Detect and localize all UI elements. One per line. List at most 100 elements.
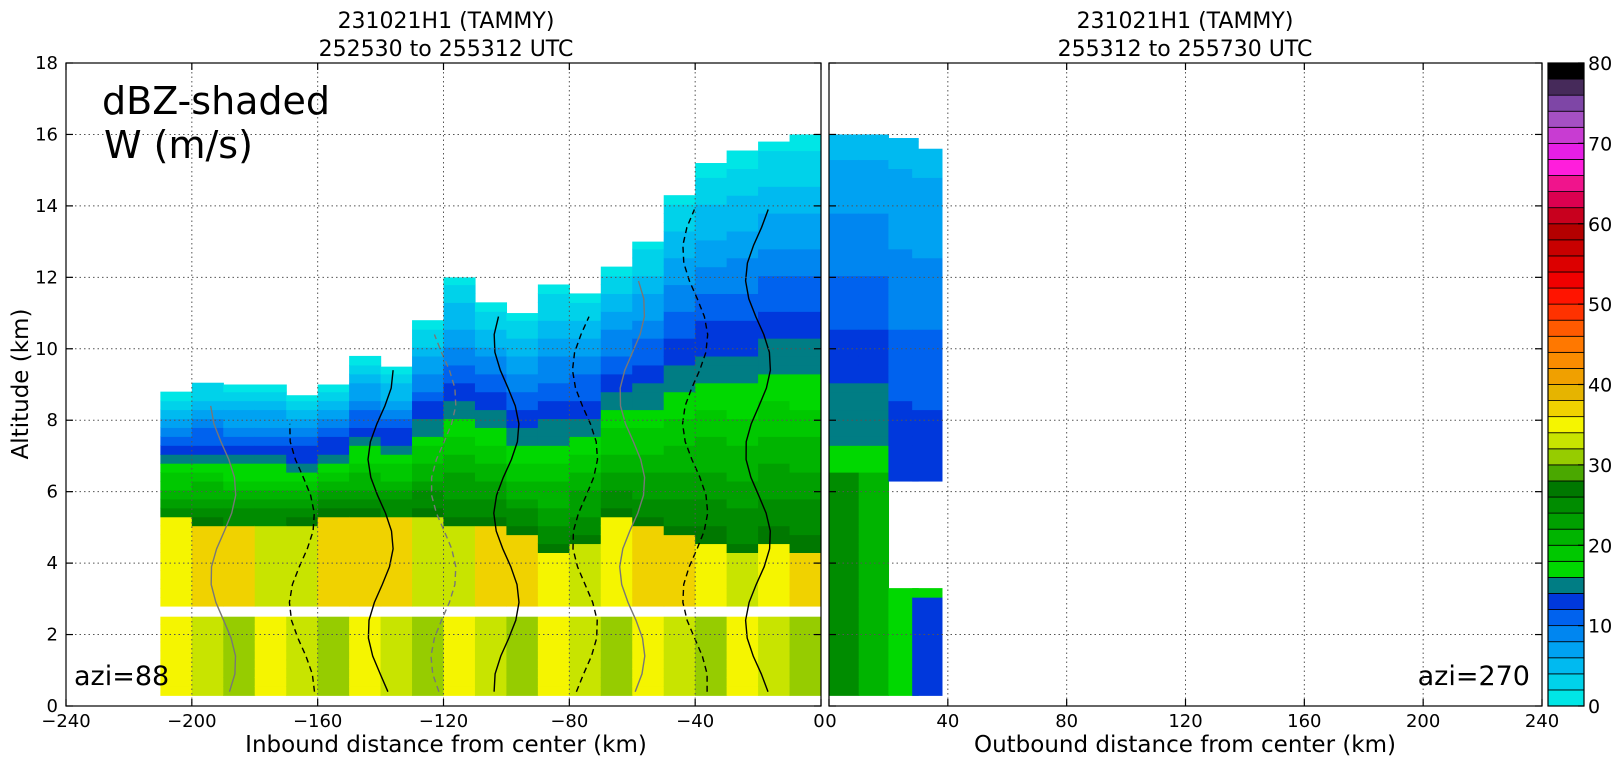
reflectivity-cell <box>223 686 256 696</box>
reflectivity-cell <box>317 650 350 661</box>
reflectivity-cell <box>254 489 287 500</box>
reflectivity-cell <box>569 650 602 661</box>
reflectivity-cell <box>663 266 696 277</box>
reflectivity-column <box>380 366 413 696</box>
reflectivity-cell <box>537 588 570 598</box>
reflectivity-cell <box>789 409 821 420</box>
reflectivity-cell <box>317 384 350 393</box>
reflectivity-cell <box>380 373 413 384</box>
reflectivity-cell <box>254 579 287 589</box>
reflectivity-cell <box>286 525 319 536</box>
reflectivity-cell <box>537 373 570 384</box>
reflectivity-cell <box>600 418 633 428</box>
reflectivity-cell <box>380 668 413 679</box>
reflectivity-cell <box>569 445 602 455</box>
reflectivity-cell <box>537 543 570 553</box>
reflectivity-cell <box>569 552 602 562</box>
reflectivity-cell <box>726 623 759 634</box>
reflectivity-cell <box>632 257 665 268</box>
reflectivity-cell <box>191 436 224 446</box>
reflectivity-cell <box>537 472 570 482</box>
reflectivity-cell <box>695 195 728 205</box>
colorbar-bin <box>1547 94 1585 112</box>
reflectivity-cell <box>695 516 728 527</box>
reflectivity-cell <box>663 436 696 446</box>
reflectivity-cell <box>632 409 665 420</box>
reflectivity-cell <box>789 329 821 339</box>
reflectivity-cell <box>506 329 539 339</box>
reflectivity-cell <box>474 418 508 428</box>
reflectivity-cell <box>726 221 759 232</box>
reflectivity-cell <box>858 230 890 241</box>
reflectivity-cell <box>858 293 890 303</box>
reflectivity-cell <box>223 588 256 598</box>
reflectivity-cell <box>223 597 256 607</box>
reflectivity-cell <box>758 311 791 321</box>
reflectivity-cell <box>912 623 943 634</box>
reflectivity-cell <box>191 507 224 518</box>
reflectivity-cell <box>758 266 791 277</box>
reflectivity-cell <box>912 266 943 277</box>
reflectivity-cell <box>474 454 508 464</box>
reflectivity-cell <box>726 177 759 187</box>
reflectivity-cell <box>537 579 570 589</box>
reflectivity-cell <box>912 221 943 232</box>
reflectivity-cell <box>789 516 821 527</box>
reflectivity-cell <box>223 525 256 536</box>
reflectivity-cell <box>695 427 728 437</box>
reflectivity-cell <box>663 516 696 527</box>
reflectivity-cell <box>758 409 791 420</box>
reflectivity-cell <box>317 677 350 687</box>
reflectivity-cell <box>829 293 860 303</box>
reflectivity-cell <box>663 355 696 366</box>
reflectivity-cell <box>380 382 413 393</box>
reflectivity-cell <box>286 472 319 482</box>
reflectivity-cell <box>789 650 821 661</box>
reflectivity-cell <box>888 138 919 143</box>
right-plot-area <box>829 134 943 696</box>
reflectivity-cell <box>286 668 319 679</box>
reflectivity-cell <box>758 302 791 312</box>
reflectivity-cell <box>789 373 821 384</box>
reflectivity-cell <box>695 257 728 268</box>
reflectivity-cell <box>191 650 224 661</box>
reflectivity-cell <box>254 391 287 402</box>
reflectivity-cell <box>537 525 570 536</box>
reflectivity-cell <box>695 373 728 384</box>
reflectivity-cell <box>317 534 350 545</box>
reflectivity-cell <box>632 668 665 679</box>
reflectivity-cell <box>663 445 696 455</box>
reflectivity-cell <box>858 463 890 473</box>
reflectivity-cell <box>537 302 570 312</box>
reflectivity-cell <box>726 498 759 509</box>
reflectivity-cell <box>695 213 728 223</box>
reflectivity-cell <box>632 329 665 339</box>
reflectivity-cell <box>726 275 759 286</box>
reflectivity-cell <box>537 364 570 375</box>
reflectivity-cell <box>160 686 193 696</box>
reflectivity-cell <box>888 177 919 187</box>
reflectivity-cell <box>632 241 665 250</box>
reflectivity-cell <box>912 650 943 661</box>
reflectivity-cell <box>829 230 860 241</box>
reflectivity-cell <box>632 623 665 634</box>
reflectivity-cell <box>412 445 445 455</box>
reflectivity-cell <box>695 579 728 589</box>
colorbar-bin <box>1547 368 1585 385</box>
reflectivity-cell <box>600 445 633 455</box>
reflectivity-cell <box>191 623 224 634</box>
reflectivity-cell <box>663 463 696 473</box>
reflectivity-cell <box>537 382 570 393</box>
x-tick-label: 80 <box>1055 711 1078 732</box>
reflectivity-cell <box>758 195 791 205</box>
reflectivity-cell <box>912 248 943 259</box>
reflectivity-cell <box>317 579 350 589</box>
reflectivity-cell <box>663 632 696 643</box>
reflectivity-cell <box>726 525 759 536</box>
reflectivity-cell <box>600 284 633 295</box>
reflectivity-cell <box>758 346 791 357</box>
reflectivity-cell <box>789 659 821 670</box>
reflectivity-cell <box>474 436 508 446</box>
x-tick-label: −40 <box>676 711 714 732</box>
